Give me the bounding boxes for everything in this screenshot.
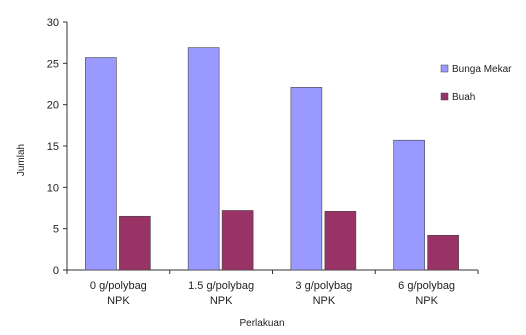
legend-label: Buah [452, 92, 475, 103]
y-tick-label: 10 [47, 182, 59, 194]
x-category-label: NPK [210, 295, 233, 307]
legend-label: Bunga Mekar [452, 64, 512, 75]
x-category-label: 6 g/polybag [398, 280, 455, 292]
x-category-label: 0 g/polybag [90, 280, 147, 292]
y-tick-label: 5 [53, 224, 59, 236]
x-axis-title: Perlakuan [239, 318, 284, 329]
y-tick-label: 0 [53, 265, 59, 277]
plot-area: 0 5 10 15 20 25 30 0 g/polybag NPK 1.5 g/polybag N… [47, 17, 479, 307]
legend-swatch [440, 64, 449, 73]
x-category-label: NPK [313, 295, 336, 307]
legend: Bunga Mekar Buah [440, 64, 512, 103]
y-tick-label: 30 [47, 17, 59, 29]
x-category-label: 3 g/polybag [295, 280, 352, 292]
bar-bunga-mekar [187, 47, 220, 271]
bar-bunga-mekar [393, 139, 425, 271]
bar-bunga-mekar [85, 57, 117, 271]
legend-swatch [440, 92, 449, 101]
bar-buah [427, 234, 459, 271]
x-category-label: NPK [107, 295, 130, 307]
y-tick-label: 15 [47, 141, 59, 153]
bar-buah [119, 215, 151, 271]
y-tick-label: 20 [47, 100, 59, 112]
y-axis-title: Jumlah [16, 144, 27, 176]
x-category-label: 1.5 g/polybag [188, 280, 254, 292]
bar-buah [324, 211, 357, 271]
x-category-label: NPK [415, 295, 438, 307]
bar-buah [221, 210, 254, 271]
bar-bunga-mekar [290, 87, 323, 271]
y-tick-label: 25 [47, 58, 59, 70]
